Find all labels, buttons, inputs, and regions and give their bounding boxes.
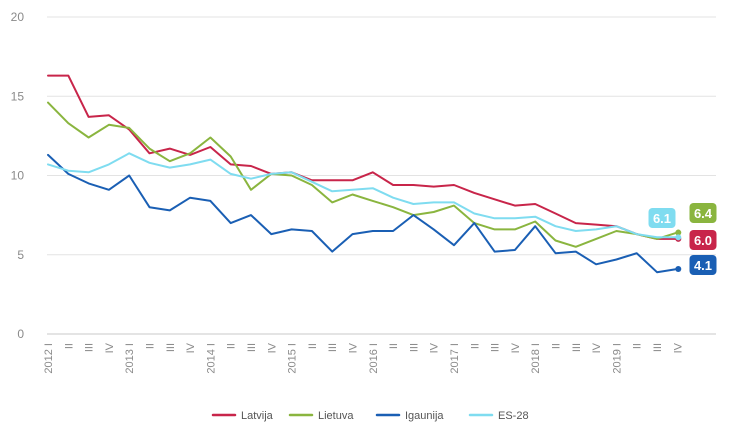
y-axis: 0 5 10 15 20: [11, 10, 25, 341]
y-tick-label: 15: [11, 89, 25, 103]
x-tick-label: 2017 I: [449, 343, 461, 374]
end-value-labels: 6.0 6.4 4.1 6.1: [648, 203, 717, 275]
series-end-point: [675, 266, 682, 273]
x-tick-label: II: [63, 343, 75, 349]
end-label-text: 6.4: [694, 206, 713, 221]
series-end-point: [675, 234, 682, 241]
x-tick-label: II: [469, 343, 481, 349]
x-tick-label: 2019 I: [611, 343, 623, 374]
x-tick-label: IV: [104, 342, 116, 353]
x-tick-label: IV: [429, 342, 441, 353]
x-tick-label: II: [632, 343, 644, 349]
x-tick-label: II: [388, 343, 400, 349]
x-tick-label: III: [165, 343, 177, 352]
legend-label: Lietuva: [318, 410, 354, 422]
y-tick-label: 10: [11, 169, 25, 183]
x-tick-label: 2012 I: [43, 343, 55, 374]
end-label-es-28: 6.1: [648, 208, 676, 228]
x-tick-label: IV: [672, 342, 684, 353]
y-tick-label: 0: [17, 327, 24, 341]
x-tick-label: II: [551, 343, 563, 349]
end-label-text: 6.1: [653, 211, 671, 226]
x-tick-label: III: [408, 343, 420, 352]
end-label-text: 4.1: [694, 258, 712, 273]
legend-item-latvija[interactable]: Latvija: [211, 410, 274, 422]
end-label-igaunija: 4.1: [689, 255, 717, 275]
end-label-latvija: 6.0: [689, 230, 717, 250]
end-label-text: 6.0: [694, 233, 712, 248]
series-end-point: [675, 229, 682, 236]
x-axis: 2012 I II III IV 2013 I II III IV 2014 I II III IV 2…: [43, 342, 684, 373]
legend-item-igaunija[interactable]: Igaunija: [375, 410, 444, 422]
legend-label: Igaunija: [405, 410, 444, 422]
x-tick-label: 2014 I: [205, 343, 217, 374]
x-tick-label: 2018 I: [530, 343, 542, 374]
series-line-es-28: [47, 152, 679, 239]
x-tick-label: 2013 I: [124, 343, 136, 374]
x-tick-label: III: [84, 343, 96, 352]
gridlines: [47, 16, 716, 335]
x-tick-label: II: [226, 343, 238, 349]
y-tick-label: 20: [11, 10, 25, 24]
x-tick-label: IV: [510, 342, 522, 353]
legend-item-lietuva[interactable]: Lietuva: [288, 410, 354, 422]
x-tick-label: 2015 I: [287, 343, 299, 374]
series-line-igaunija: [47, 153, 679, 274]
legend-label: ES-28: [498, 410, 529, 422]
x-tick-label: 2016 I: [368, 343, 380, 374]
x-tick-label: III: [571, 343, 583, 352]
x-tick-label: III: [327, 343, 339, 352]
x-tick-label: IV: [348, 342, 360, 353]
legend: Latvija Lietuva Igaunija ES-28: [211, 410, 529, 422]
end-label-lietuva: 6.4: [689, 203, 717, 223]
series-lines: [47, 74, 682, 274]
legend-label: Latvija: [241, 410, 274, 422]
x-tick-label: IV: [591, 342, 603, 353]
series-line-latvija: [47, 74, 679, 240]
x-tick-label: II: [145, 343, 157, 349]
series-line-lietuva: [47, 101, 679, 248]
x-tick-label: III: [652, 343, 664, 352]
y-tick-label: 5: [17, 248, 24, 262]
x-tick-label: III: [246, 343, 258, 352]
x-tick-label: II: [307, 343, 319, 349]
x-tick-label: IV: [266, 342, 278, 353]
x-tick-label: III: [490, 343, 502, 352]
x-tick-label: IV: [185, 342, 197, 353]
legend-item-es-28[interactable]: ES-28: [468, 410, 529, 422]
